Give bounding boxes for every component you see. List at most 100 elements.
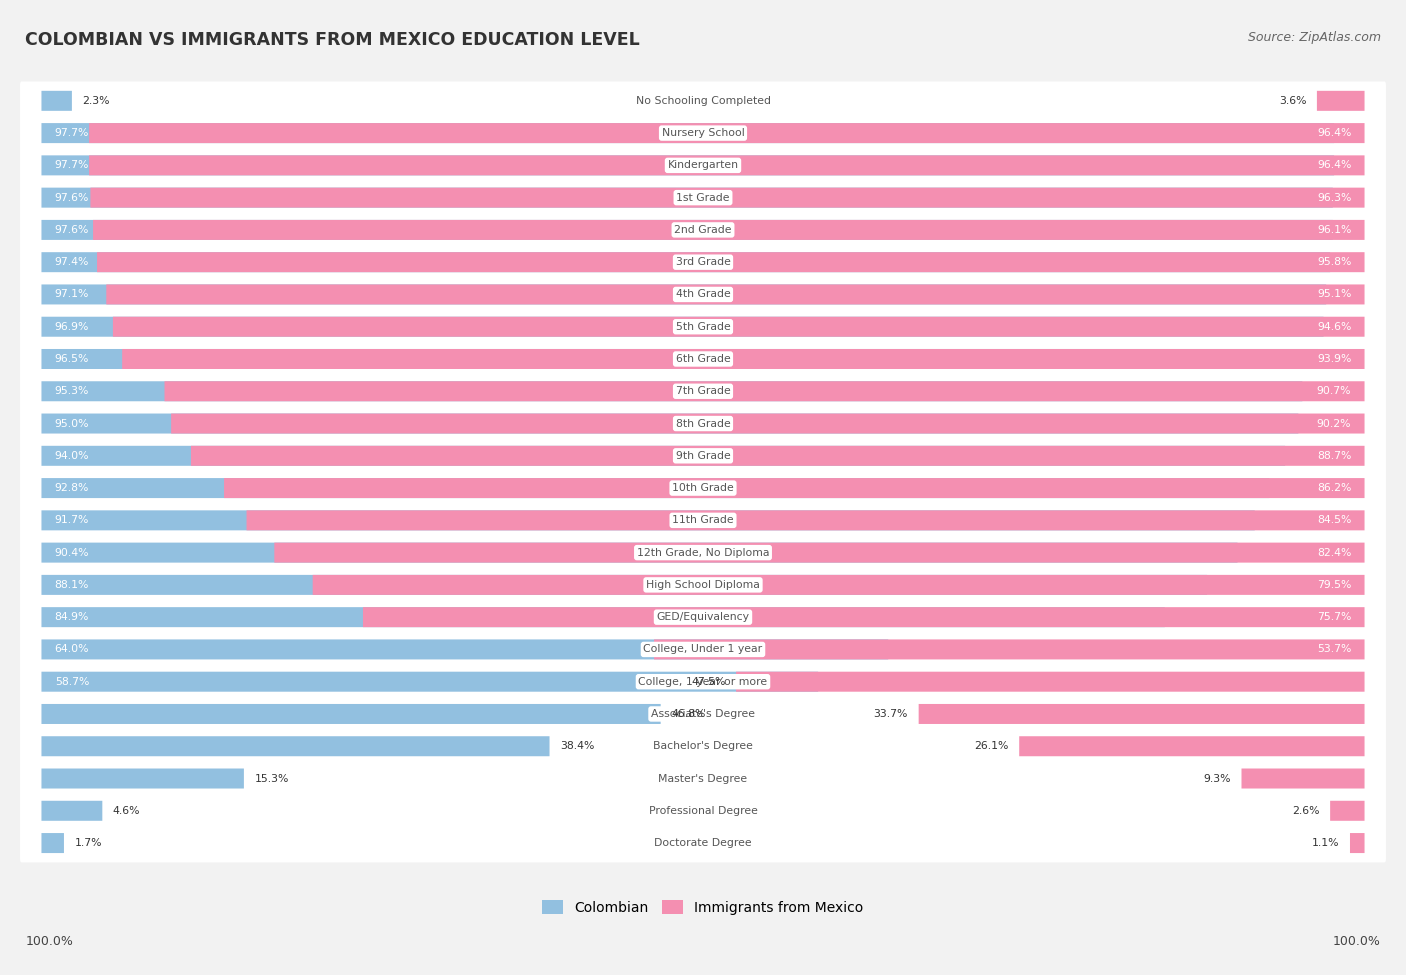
FancyBboxPatch shape bbox=[41, 833, 63, 853]
Text: 96.1%: 96.1% bbox=[1317, 225, 1351, 235]
Text: 47.5%: 47.5% bbox=[692, 677, 725, 686]
FancyBboxPatch shape bbox=[41, 672, 818, 691]
FancyBboxPatch shape bbox=[20, 662, 1386, 701]
Text: 91.7%: 91.7% bbox=[55, 516, 89, 526]
FancyBboxPatch shape bbox=[20, 307, 1386, 346]
FancyBboxPatch shape bbox=[1317, 91, 1365, 111]
Text: 88.7%: 88.7% bbox=[1317, 450, 1351, 461]
FancyBboxPatch shape bbox=[20, 146, 1386, 184]
Text: 97.7%: 97.7% bbox=[55, 128, 89, 138]
Text: 3rd Grade: 3rd Grade bbox=[675, 257, 731, 267]
FancyBboxPatch shape bbox=[41, 704, 661, 724]
FancyBboxPatch shape bbox=[107, 285, 1365, 304]
Text: 8th Grade: 8th Grade bbox=[676, 418, 730, 429]
Text: 82.4%: 82.4% bbox=[1317, 548, 1351, 558]
Text: 7th Grade: 7th Grade bbox=[676, 386, 730, 396]
Text: Professional Degree: Professional Degree bbox=[648, 805, 758, 816]
FancyBboxPatch shape bbox=[20, 566, 1386, 604]
Text: GED/Equivalency: GED/Equivalency bbox=[657, 612, 749, 622]
FancyBboxPatch shape bbox=[41, 446, 1285, 466]
FancyBboxPatch shape bbox=[20, 630, 1386, 669]
Text: 95.1%: 95.1% bbox=[1317, 290, 1351, 299]
FancyBboxPatch shape bbox=[20, 727, 1386, 765]
FancyBboxPatch shape bbox=[224, 478, 1365, 498]
FancyBboxPatch shape bbox=[97, 253, 1365, 272]
FancyBboxPatch shape bbox=[1350, 833, 1365, 853]
FancyBboxPatch shape bbox=[20, 694, 1386, 733]
FancyBboxPatch shape bbox=[165, 381, 1365, 402]
Text: 97.4%: 97.4% bbox=[55, 257, 89, 267]
Text: 9.3%: 9.3% bbox=[1204, 773, 1230, 784]
FancyBboxPatch shape bbox=[274, 543, 1365, 563]
FancyBboxPatch shape bbox=[41, 607, 1164, 627]
Text: 38.4%: 38.4% bbox=[560, 741, 595, 752]
FancyBboxPatch shape bbox=[41, 640, 889, 659]
Text: 11th Grade: 11th Grade bbox=[672, 516, 734, 526]
Text: Bachelor's Degree: Bachelor's Degree bbox=[652, 741, 754, 752]
FancyBboxPatch shape bbox=[20, 760, 1386, 798]
Text: 92.8%: 92.8% bbox=[55, 483, 89, 493]
Text: 94.0%: 94.0% bbox=[55, 450, 89, 461]
Text: No Schooling Completed: No Schooling Completed bbox=[636, 96, 770, 106]
Text: College, Under 1 year: College, Under 1 year bbox=[644, 644, 762, 654]
Text: 75.7%: 75.7% bbox=[1317, 612, 1351, 622]
FancyBboxPatch shape bbox=[41, 349, 1319, 369]
Text: 5th Grade: 5th Grade bbox=[676, 322, 730, 332]
FancyBboxPatch shape bbox=[90, 187, 1365, 208]
FancyBboxPatch shape bbox=[20, 792, 1386, 830]
Text: 46.8%: 46.8% bbox=[671, 709, 706, 719]
Text: 6th Grade: 6th Grade bbox=[676, 354, 730, 364]
FancyBboxPatch shape bbox=[41, 413, 1298, 434]
FancyBboxPatch shape bbox=[41, 285, 1326, 304]
FancyBboxPatch shape bbox=[191, 446, 1365, 466]
Text: 26.1%: 26.1% bbox=[974, 741, 1008, 752]
Text: 93.9%: 93.9% bbox=[1317, 354, 1351, 364]
Text: 95.3%: 95.3% bbox=[55, 386, 89, 396]
Text: 10th Grade: 10th Grade bbox=[672, 483, 734, 493]
FancyBboxPatch shape bbox=[41, 510, 1254, 530]
FancyBboxPatch shape bbox=[93, 220, 1365, 240]
FancyBboxPatch shape bbox=[41, 543, 1237, 563]
FancyBboxPatch shape bbox=[654, 640, 1365, 659]
Text: 95.0%: 95.0% bbox=[55, 418, 89, 429]
FancyBboxPatch shape bbox=[20, 469, 1386, 507]
Text: 96.9%: 96.9% bbox=[55, 322, 89, 332]
Text: 9th Grade: 9th Grade bbox=[676, 450, 730, 461]
FancyBboxPatch shape bbox=[20, 437, 1386, 475]
FancyBboxPatch shape bbox=[363, 607, 1365, 627]
Text: 2nd Grade: 2nd Grade bbox=[675, 225, 731, 235]
Text: Source: ZipAtlas.com: Source: ZipAtlas.com bbox=[1247, 31, 1381, 44]
Text: Master's Degree: Master's Degree bbox=[658, 773, 748, 784]
Text: 86.2%: 86.2% bbox=[1317, 483, 1351, 493]
FancyBboxPatch shape bbox=[1019, 736, 1365, 757]
Text: Nursery School: Nursery School bbox=[662, 128, 744, 138]
FancyBboxPatch shape bbox=[20, 82, 1386, 120]
Text: 90.4%: 90.4% bbox=[55, 548, 89, 558]
FancyBboxPatch shape bbox=[122, 349, 1365, 369]
FancyBboxPatch shape bbox=[20, 275, 1386, 314]
FancyBboxPatch shape bbox=[41, 478, 1270, 498]
Text: 58.7%: 58.7% bbox=[55, 677, 89, 686]
FancyBboxPatch shape bbox=[20, 243, 1386, 282]
Text: College, 1 year or more: College, 1 year or more bbox=[638, 677, 768, 686]
Legend: Colombian, Immigrants from Mexico: Colombian, Immigrants from Mexico bbox=[537, 894, 869, 920]
Text: 90.7%: 90.7% bbox=[1317, 386, 1351, 396]
Text: 95.8%: 95.8% bbox=[1317, 257, 1351, 267]
Text: 96.3%: 96.3% bbox=[1317, 193, 1351, 203]
Text: 97.6%: 97.6% bbox=[55, 225, 89, 235]
FancyBboxPatch shape bbox=[20, 114, 1386, 152]
FancyBboxPatch shape bbox=[41, 317, 1323, 336]
FancyBboxPatch shape bbox=[20, 371, 1386, 410]
FancyBboxPatch shape bbox=[1330, 800, 1365, 821]
Text: 96.5%: 96.5% bbox=[55, 354, 89, 364]
Text: 3.6%: 3.6% bbox=[1279, 96, 1306, 106]
FancyBboxPatch shape bbox=[41, 381, 1302, 402]
FancyBboxPatch shape bbox=[20, 501, 1386, 540]
FancyBboxPatch shape bbox=[737, 672, 1365, 691]
Text: 33.7%: 33.7% bbox=[873, 709, 908, 719]
FancyBboxPatch shape bbox=[41, 253, 1330, 272]
Text: 2.6%: 2.6% bbox=[1292, 805, 1320, 816]
FancyBboxPatch shape bbox=[20, 824, 1386, 863]
Text: COLOMBIAN VS IMMIGRANTS FROM MEXICO EDUCATION LEVEL: COLOMBIAN VS IMMIGRANTS FROM MEXICO EDUC… bbox=[25, 31, 640, 49]
FancyBboxPatch shape bbox=[246, 510, 1365, 530]
